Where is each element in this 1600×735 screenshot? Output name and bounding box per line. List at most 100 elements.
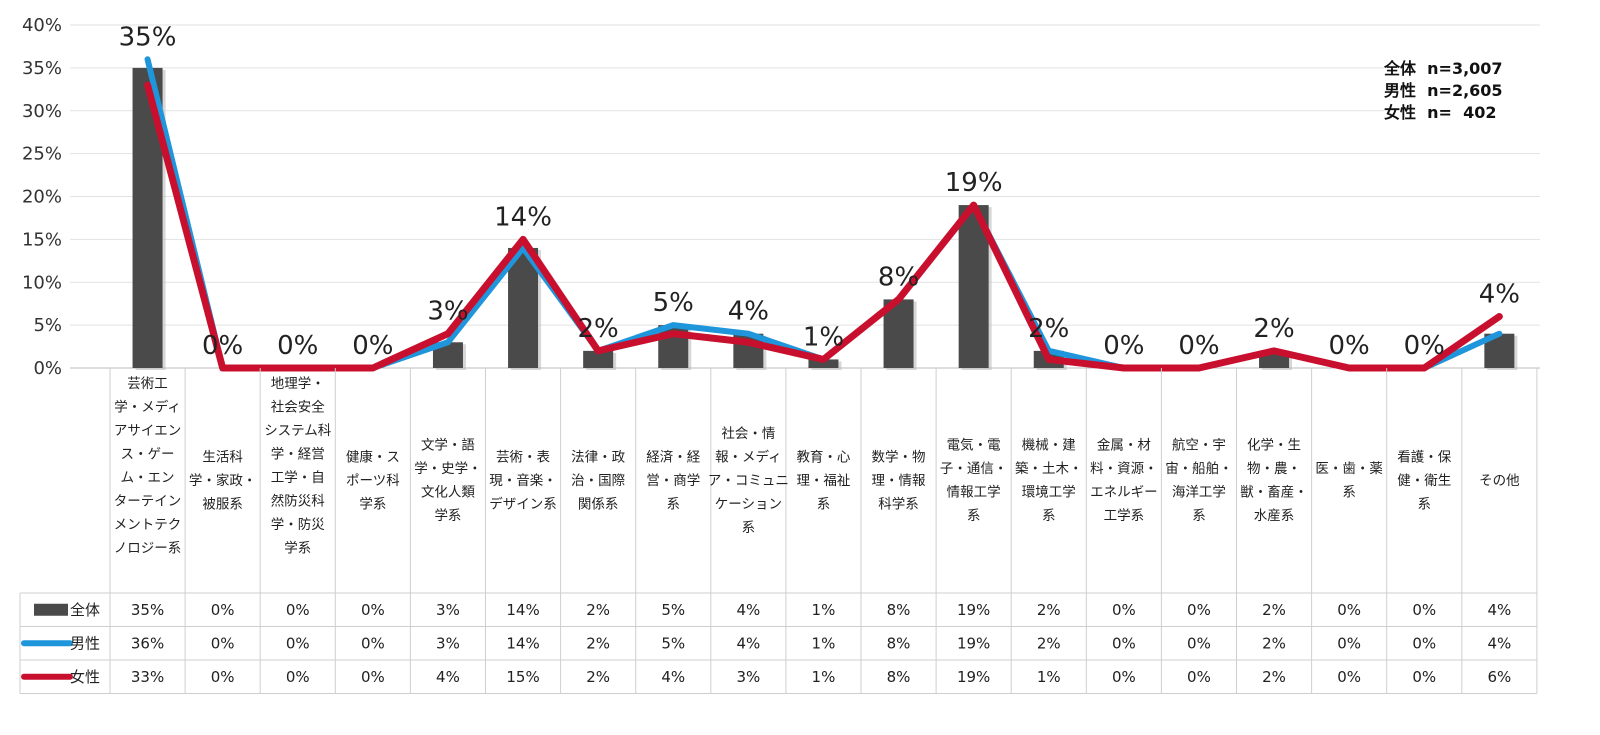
table-cell: 19% — [957, 601, 990, 619]
sample-size-row: 全体 n=3,007 — [1384, 59, 1503, 78]
category-label: 現・音楽・ — [489, 472, 557, 489]
table-cell: 0% — [1337, 634, 1361, 652]
category-label: 科学系 — [878, 496, 919, 512]
category-label: その他 — [1479, 473, 1520, 489]
table-cell: 36% — [131, 634, 164, 652]
category-label: 生活科 — [202, 449, 243, 465]
category-label: 築・土木・ — [1015, 461, 1083, 477]
category-label: 宙・船舶・ — [1165, 461, 1233, 477]
table-cell: 8% — [887, 601, 911, 619]
table-cell: 1% — [1037, 668, 1061, 686]
category-label: 治・国際 — [571, 473, 625, 489]
data-label: 2% — [1253, 314, 1294, 344]
category-label: 系 — [817, 496, 831, 512]
category-label: 文化人類 — [421, 485, 475, 501]
table-cell: 4% — [736, 634, 760, 652]
table-cell: 19% — [957, 668, 990, 686]
table-cell: 0% — [361, 601, 385, 619]
table-cell: 5% — [661, 634, 685, 652]
data-label: 4% — [728, 297, 769, 327]
category-label: 芸術・表 — [496, 449, 550, 465]
table-cell: 15% — [506, 668, 539, 686]
category-label: 化学・生 — [1247, 438, 1301, 454]
bar — [808, 359, 839, 368]
data-label: 8% — [878, 262, 919, 292]
category-label: 文学・語 — [421, 437, 475, 454]
table-cell: 2% — [1037, 634, 1061, 652]
table-cell: 2% — [1262, 601, 1286, 619]
table-cell: 33% — [131, 668, 164, 686]
category-label: 学・史学・ — [414, 461, 482, 477]
table-cell: 3% — [436, 634, 460, 652]
table-row-label: 男性 — [70, 634, 100, 652]
table-cell: 2% — [1262, 634, 1286, 652]
category-label: 学・家政・ — [189, 472, 257, 489]
bar — [583, 350, 614, 368]
table-cell: 3% — [436, 601, 460, 619]
category-label: 系 — [1192, 508, 1206, 524]
category-label: 芸術工 — [127, 376, 168, 392]
category-label: 理・情報 — [872, 473, 926, 489]
category-label: 系 — [1418, 496, 1432, 512]
y-tick-label: 15% — [22, 229, 62, 250]
category-label: 系 — [742, 520, 756, 536]
table-cell: 2% — [586, 601, 610, 619]
category-label: 経済・経 — [646, 449, 700, 465]
category-label: ターテイン — [114, 494, 182, 510]
category-label: 営・商学 — [646, 473, 700, 489]
table-cell: 35% — [131, 601, 164, 619]
table-cell: 4% — [661, 668, 685, 686]
data-label: 0% — [1329, 331, 1370, 361]
category-label: 海洋工学 — [1172, 485, 1226, 501]
legend-key — [34, 603, 68, 616]
table-cell: 19% — [957, 634, 990, 652]
category-label: 学・メディ — [114, 399, 181, 416]
table-cell: 0% — [286, 634, 310, 652]
series-line — [144, 81, 1503, 372]
table-cell: 4% — [1487, 601, 1511, 619]
data-label: 35% — [119, 22, 177, 52]
data-label: 3% — [427, 297, 468, 327]
category-label: 然防災科 — [271, 493, 325, 510]
data-label: 0% — [1103, 331, 1144, 361]
table-cell: 2% — [1262, 668, 1286, 686]
category-label: 学系 — [359, 496, 386, 512]
category-label: 健・衛生 — [1397, 473, 1451, 489]
category-label: 工学・自 — [271, 470, 325, 486]
category-label: 金属・材 — [1097, 438, 1151, 454]
category-label: 地理学・ — [271, 376, 325, 392]
category-label: 理・福祉 — [796, 473, 850, 489]
category-label: 数学・物 — [872, 449, 926, 465]
category-label: アサイエン — [114, 423, 181, 439]
category-label: 系 — [1042, 508, 1056, 524]
sample-size-box: 全体 n=3,007 男性 n=2,605 女性 n= 402 — [1384, 58, 1554, 124]
table-cell: 0% — [1112, 668, 1136, 686]
category-label: 系 — [967, 508, 981, 524]
table-cell: 0% — [211, 601, 235, 619]
category-label: 水産系 — [1254, 508, 1295, 524]
data-label: 0% — [202, 331, 243, 361]
category-label: 電気・電 — [947, 438, 1001, 454]
table-cell: 2% — [1037, 601, 1061, 619]
table-cell: 6% — [1487, 668, 1511, 686]
category-label: 獣・畜産・ — [1240, 485, 1308, 501]
category-label: ム・エン — [121, 470, 175, 486]
table-cell: 0% — [1187, 601, 1211, 619]
category-label: ノロジー系 — [114, 541, 182, 557]
category-label: 系 — [667, 496, 681, 512]
data-label: 0% — [277, 331, 318, 361]
category-label: 情報工学 — [947, 485, 1001, 501]
category-label: 健康・ス — [346, 448, 400, 465]
table-cell: 0% — [1187, 634, 1211, 652]
table-cell: 8% — [887, 634, 911, 652]
category-label: デザイン系 — [489, 495, 557, 512]
data-label: 19% — [945, 168, 1003, 198]
bar — [508, 247, 539, 368]
y-tick-label: 10% — [22, 272, 62, 293]
category-label: 学系 — [284, 541, 311, 557]
category-label: 航空・宇 — [1172, 438, 1226, 454]
category-label: 工学系 — [1104, 508, 1145, 524]
category-label: 機械・建 — [1022, 438, 1076, 454]
table-cell: 1% — [812, 634, 836, 652]
category-label: 看護・保 — [1397, 449, 1451, 465]
